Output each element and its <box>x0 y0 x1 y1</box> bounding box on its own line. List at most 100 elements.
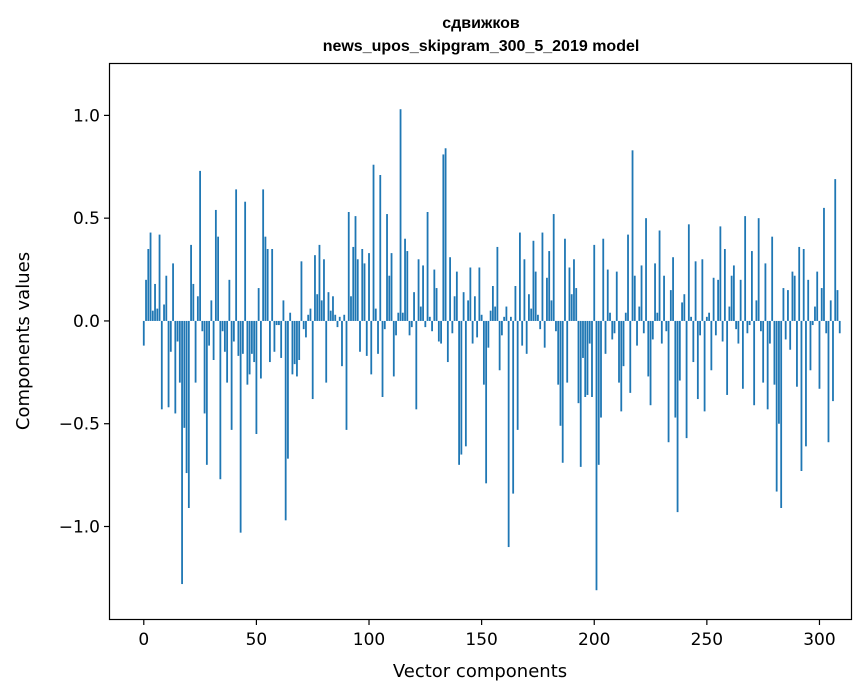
bar-16 <box>178 320 181 383</box>
bar-111 <box>392 320 395 377</box>
bar-231 <box>663 275 665 321</box>
bar-150 <box>480 314 483 321</box>
bar-152 <box>485 320 488 484</box>
bar-10 <box>165 275 168 321</box>
bar-89 <box>343 314 346 321</box>
bar-235 <box>672 257 674 321</box>
bar-4 <box>151 310 154 321</box>
bar-128 <box>431 320 433 332</box>
bar-188 <box>566 320 569 383</box>
bar-264 <box>737 320 740 344</box>
bar-217 <box>631 150 634 321</box>
bar-238 <box>678 320 681 381</box>
bar-22 <box>192 283 195 321</box>
bar-195 <box>582 320 584 358</box>
bar-164 <box>512 320 515 494</box>
bar-179 <box>546 277 548 321</box>
bar-223 <box>645 218 647 321</box>
bar-275 <box>762 320 765 383</box>
bar-145 <box>469 267 472 321</box>
bar-44 <box>241 320 244 354</box>
bar-125 <box>424 320 427 328</box>
bar-279 <box>771 236 774 321</box>
bar-243 <box>690 316 692 321</box>
bar-274 <box>760 320 762 332</box>
bar-187 <box>564 238 566 321</box>
bar-52 <box>260 320 262 379</box>
bar-126 <box>426 212 429 321</box>
bar-36 <box>223 320 226 352</box>
bar-108 <box>386 214 388 321</box>
bar-224 <box>647 320 650 377</box>
bar-252 <box>710 320 713 371</box>
bar-37 <box>226 320 229 383</box>
bar-123 <box>419 306 422 321</box>
bar-133 <box>442 154 445 321</box>
bar-66 <box>291 320 294 375</box>
bar-230 <box>660 320 663 344</box>
bar-277 <box>766 320 769 410</box>
bar-218 <box>633 275 636 321</box>
bar-258 <box>723 249 726 321</box>
bar-213 <box>622 320 625 367</box>
bar-157 <box>496 246 499 321</box>
bar-141 <box>460 320 463 455</box>
bar-227 <box>654 263 656 321</box>
bar-194 <box>579 320 582 467</box>
bar-84 <box>332 296 334 321</box>
bar-138 <box>453 296 456 321</box>
y-axis-ticks: −1.0 −0.5 0.0 0.5 1.0 <box>59 106 110 538</box>
bar-72 <box>305 320 307 338</box>
bar-147 <box>473 296 476 321</box>
y-tick-label-4: 1.0 <box>73 106 100 126</box>
bar-291 <box>798 246 801 321</box>
bar-109 <box>388 275 391 321</box>
x-tick-label-200: 200 <box>578 630 610 650</box>
bar-105 <box>379 175 382 321</box>
bar-293 <box>802 249 805 321</box>
bar-132 <box>440 320 442 344</box>
bar-296 <box>809 320 812 371</box>
bar-208 <box>611 320 614 340</box>
bar-50 <box>255 320 258 434</box>
bar-220 <box>638 306 641 321</box>
bar-273 <box>757 218 760 321</box>
bar-212 <box>620 320 623 412</box>
x-tick-label-100: 100 <box>353 630 385 650</box>
bar-82 <box>327 292 330 321</box>
bar-160 <box>503 316 506 321</box>
bar-17 <box>181 320 183 585</box>
bar-229 <box>658 230 661 321</box>
bar-51 <box>257 288 260 321</box>
bar-249 <box>703 320 706 412</box>
bar-58 <box>273 320 276 352</box>
bar-214 <box>624 312 627 321</box>
bar-283 <box>780 320 783 508</box>
bar-177 <box>541 232 544 321</box>
bar-39 <box>230 320 233 430</box>
bar-18 <box>183 320 186 428</box>
bar-55 <box>266 249 269 321</box>
bar-33 <box>217 236 220 321</box>
bar-121 <box>415 320 418 410</box>
bar-21 <box>190 244 192 321</box>
bar-305 <box>829 300 832 321</box>
bar-178 <box>543 320 546 348</box>
x-tick-label-150: 150 <box>465 630 497 650</box>
bar-81 <box>325 320 328 383</box>
bar-166 <box>516 320 519 430</box>
bar-292 <box>800 320 803 471</box>
bar-143 <box>464 320 467 447</box>
bar-103 <box>374 308 377 321</box>
bar-19 <box>185 320 188 474</box>
bar-149 <box>478 267 481 321</box>
bar-135 <box>446 320 449 363</box>
bar-48 <box>250 320 253 354</box>
bar-203 <box>600 320 602 418</box>
bar-131 <box>437 320 440 342</box>
bar-101 <box>370 320 373 375</box>
bar-251 <box>708 312 711 321</box>
bar-248 <box>701 259 704 321</box>
bar-184 <box>557 320 560 385</box>
bar-193 <box>577 320 580 404</box>
